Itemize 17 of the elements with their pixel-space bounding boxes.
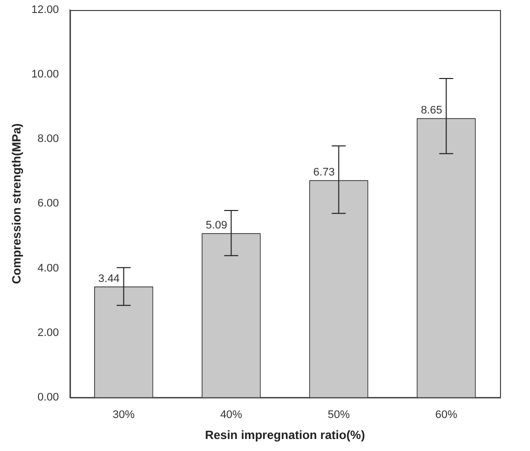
y-tick-label: 12.00 [31, 4, 59, 16]
x-tick-label: 60% [435, 409, 458, 422]
y-tick-label: 6.00 [38, 198, 59, 210]
y-tick-label: 10.00 [31, 68, 59, 81]
data-label: 5.09 [206, 220, 228, 232]
y-tick-label: 2.00 [38, 326, 59, 339]
y-axis-title: Compression strength(MPa) [10, 123, 24, 284]
x-tick-label: 40% [220, 409, 242, 422]
x-tick-label: 30% [112, 409, 135, 422]
data-label: 3.44 [98, 272, 120, 285]
y-tick-label: 0.00 [38, 391, 59, 404]
y-tick-label: 8.00 [38, 133, 59, 146]
data-label: 8.65 [420, 104, 442, 117]
data-label: 6.73 [313, 166, 335, 179]
y-tick-label: 4.00 [38, 262, 59, 274]
x-tick-label: 50% [328, 409, 350, 422]
x-axis-title: Resin impregnation ratio(%) [204, 428, 365, 442]
